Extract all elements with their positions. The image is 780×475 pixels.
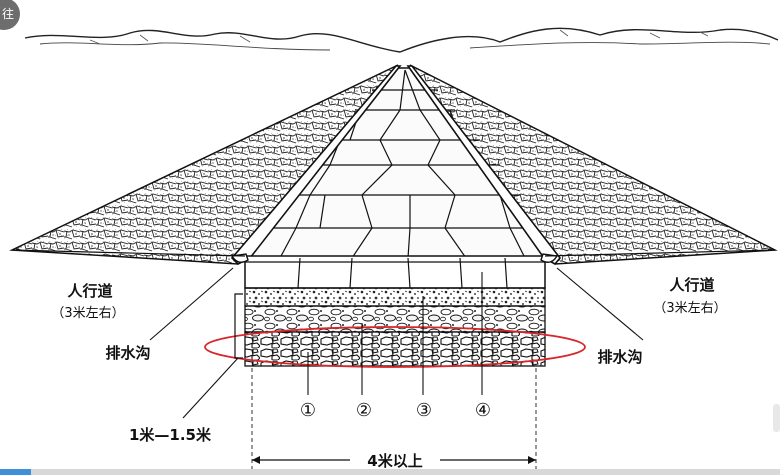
layer-3-gravel <box>244 287 546 307</box>
mountain-range <box>24 27 779 53</box>
layer-4-top-paving-stones <box>244 255 546 289</box>
label-road-width: 4米以上 <box>367 452 422 470</box>
right-curb <box>406 65 562 266</box>
label-sidewalk-right-width: （3米左右） <box>653 301 726 316</box>
highlight-ellipse <box>204 326 586 368</box>
dimension-guides <box>251 368 537 470</box>
label-sidewalk-right: 人行道 <box>669 276 714 294</box>
layer-1-large-rocks <box>244 331 546 367</box>
layer-2-pebbles <box>244 305 546 333</box>
label-sidewalk-left: 人行道 <box>67 282 112 300</box>
leader-lines <box>149 267 644 419</box>
video-progress-fill <box>0 469 32 475</box>
label-ditch-left: 排水沟 <box>105 344 150 362</box>
label-sidewalk-left-width: （3米左右） <box>51 306 124 321</box>
label-depth: 1米—1.5米 <box>129 426 212 444</box>
layer-marker-2: ② <box>356 400 372 421</box>
layer-marker-4: ④ <box>475 400 491 421</box>
road-cross-section <box>244 255 546 367</box>
video-progress-bar[interactable] <box>0 469 780 475</box>
label-ditch-right: 排水沟 <box>597 348 642 366</box>
scrollbar-thumb[interactable] <box>773 404 780 432</box>
depth-bracket <box>234 293 243 359</box>
corner-nav-badge[interactable]: 往 <box>0 0 20 30</box>
layer-marker-1: ① <box>300 400 316 421</box>
width-label-bg <box>350 450 440 470</box>
layer-marker-3: ③ <box>416 400 432 421</box>
